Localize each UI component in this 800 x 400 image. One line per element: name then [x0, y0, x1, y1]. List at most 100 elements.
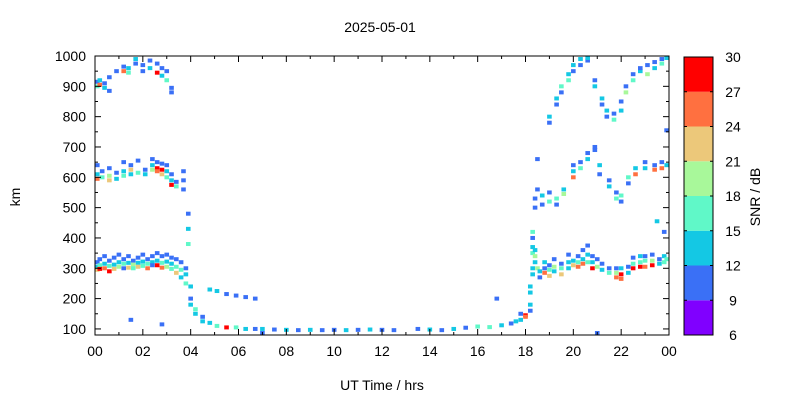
- data-point: [130, 262, 136, 267]
- data-point: [530, 245, 535, 250]
- data-point: [535, 157, 540, 162]
- data-point: [102, 81, 107, 86]
- data-point: [527, 302, 533, 307]
- data-point: [551, 257, 557, 262]
- data-point: [530, 272, 535, 277]
- data-point: [243, 326, 248, 331]
- data-point: [178, 275, 184, 280]
- colorbar-tick-label: 9: [729, 292, 737, 308]
- data-point: [535, 187, 540, 192]
- data-point: [114, 170, 119, 175]
- data-point: [606, 184, 612, 189]
- data-point: [193, 307, 198, 312]
- data-point: [99, 169, 105, 174]
- data-point: [606, 270, 612, 275]
- data-point: [642, 254, 648, 259]
- data-point: [561, 191, 567, 196]
- data-point: [181, 169, 186, 174]
- chart-title: 2025-05-01: [344, 19, 416, 35]
- data-point: [174, 270, 179, 275]
- data-point: [164, 78, 170, 83]
- data-point: [571, 258, 576, 263]
- data-point: [126, 254, 131, 259]
- data-point: [542, 270, 547, 275]
- colorbar-band: [684, 91, 713, 127]
- data-point: [97, 266, 103, 271]
- data-point: [571, 163, 576, 168]
- colorbar-band: [684, 126, 713, 162]
- data-point: [128, 167, 134, 172]
- data-point: [585, 252, 590, 257]
- data-point: [599, 267, 605, 272]
- data-point: [95, 267, 100, 272]
- data-point: [154, 160, 160, 165]
- data-point: [585, 243, 590, 248]
- data-point: [121, 160, 126, 165]
- colorbar: 6 9 12 15 18 21 24 27 30: [683, 49, 741, 343]
- data-point: [585, 151, 590, 156]
- data-point: [154, 251, 160, 256]
- y-tick-label: 800: [63, 109, 87, 125]
- data-point: [614, 190, 619, 195]
- data-point: [642, 264, 648, 269]
- data-point: [513, 319, 519, 324]
- data-point: [623, 84, 629, 89]
- data-point: [252, 326, 258, 331]
- data-point: [649, 263, 655, 268]
- x-tick-label: 04: [183, 343, 199, 359]
- data-point: [642, 160, 648, 165]
- data-point: [618, 276, 624, 281]
- data-point: [532, 260, 538, 265]
- data-point: [107, 88, 112, 93]
- x-tick-label: 20: [566, 343, 582, 359]
- data-point: [111, 266, 117, 271]
- y-tick-label: 700: [63, 139, 87, 155]
- data-point: [154, 263, 160, 268]
- data-point: [145, 257, 150, 262]
- data-point: [107, 178, 112, 183]
- data-point: [181, 178, 186, 183]
- data-point: [135, 264, 141, 269]
- data-point: [638, 69, 643, 74]
- x-tick-label: 00: [87, 343, 103, 359]
- data-point: [578, 166, 583, 171]
- data-point: [114, 176, 119, 181]
- data-point: [252, 296, 258, 301]
- data-point: [614, 196, 619, 201]
- data-point: [188, 284, 193, 289]
- data-point: [164, 163, 170, 168]
- data-point: [604, 108, 610, 113]
- data-point: [633, 172, 638, 177]
- data-point: [178, 267, 184, 272]
- data-point: [188, 296, 193, 301]
- data-point: [133, 57, 138, 62]
- data-point: [135, 158, 141, 163]
- data-point: [121, 64, 126, 69]
- data-point: [159, 172, 165, 177]
- data-point: [537, 269, 543, 274]
- data-point: [140, 259, 146, 264]
- data-point: [174, 264, 179, 269]
- data-point: [592, 78, 598, 83]
- data-point: [652, 66, 657, 71]
- data-point: [527, 290, 533, 295]
- data-point: [439, 328, 445, 333]
- data-point: [547, 267, 552, 272]
- data-point: [97, 78, 103, 83]
- data-point: [126, 260, 131, 265]
- data-point: [135, 170, 141, 175]
- x-tick-label: 02: [135, 343, 151, 359]
- data-point: [169, 261, 174, 266]
- data-point: [174, 179, 179, 184]
- data-point: [590, 266, 595, 271]
- data-point: [451, 326, 457, 331]
- data-point: [532, 205, 538, 210]
- data-point: [415, 326, 421, 331]
- data-point: [107, 173, 112, 178]
- data-point: [642, 258, 648, 263]
- data-point: [169, 172, 174, 177]
- data-point: [652, 60, 657, 65]
- data-point: [559, 272, 564, 277]
- data-point: [592, 84, 598, 89]
- x-tick-label: 06: [231, 343, 247, 359]
